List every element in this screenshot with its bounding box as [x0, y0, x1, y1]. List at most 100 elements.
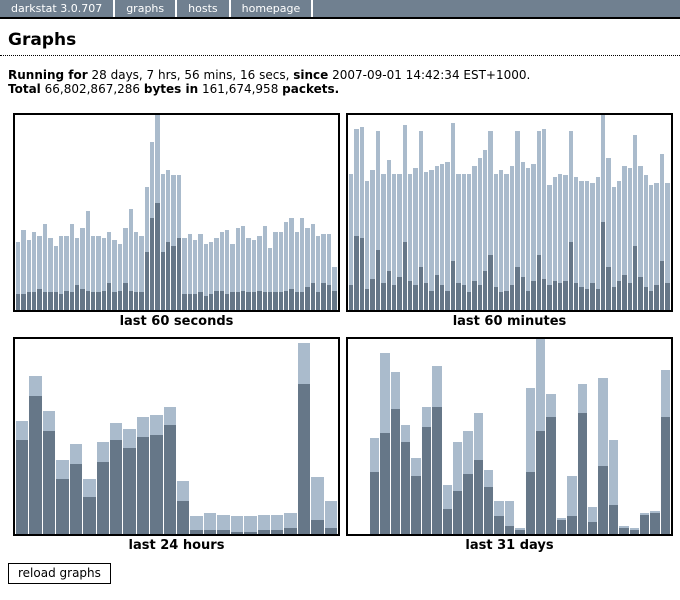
graph-frame-hours: [13, 337, 340, 536]
stacked-bar: [391, 115, 397, 310]
stacked-bar: [91, 115, 96, 310]
stacked-bar: [96, 339, 109, 534]
stacked-bar: [166, 115, 171, 310]
stacked-bar: [598, 339, 608, 534]
stacked-bar: [650, 339, 660, 534]
stacked-bar: [493, 115, 499, 310]
stacked-bar: [16, 115, 21, 310]
stacked-bar: [150, 339, 163, 534]
stacked-bar: [365, 115, 370, 310]
stacked-bar: [381, 115, 386, 310]
stacked-bar: [547, 115, 552, 310]
stacked-bar: [26, 115, 32, 310]
stacked-bar: [297, 339, 311, 534]
stacked-bar: [139, 115, 144, 310]
stacked-bar: [16, 339, 29, 534]
stacked-bar: [273, 115, 278, 310]
stacked-bar: [53, 115, 58, 310]
graph-caption-days: last 31 days: [465, 538, 554, 553]
stacked-bar: [633, 115, 638, 310]
stacked-bar: [616, 115, 622, 310]
stacked-bar: [85, 115, 91, 310]
stacked-bar: [622, 115, 627, 310]
stacked-bar: [289, 115, 294, 310]
stacked-bar: [525, 339, 536, 534]
nav-tab-homepage[interactable]: homepage: [231, 0, 314, 17]
stacked-bar: [584, 115, 590, 310]
stacked-bar: [595, 115, 600, 310]
stacked-bar: [407, 115, 413, 310]
stacked-bar: [192, 115, 198, 310]
bar-chart-days: [348, 339, 671, 534]
graph-frame-seconds: [13, 113, 340, 312]
stacked-bar: [558, 115, 563, 310]
stacked-bar: [369, 339, 380, 534]
bar-chart-minutes: [348, 115, 671, 310]
stacked-bar: [536, 339, 546, 534]
nav-tab-graphs[interactable]: graphs: [115, 0, 178, 17]
stacked-bar: [58, 115, 64, 310]
page-title: Graphs: [0, 30, 680, 56]
graph-last-24-hours: last 24 hours: [13, 337, 340, 554]
stacked-bar: [163, 339, 177, 534]
stacked-bar: [536, 115, 541, 310]
stacked-bar: [235, 115, 241, 310]
stacked-bar: [257, 115, 262, 310]
stacked-bar: [590, 115, 595, 310]
reload-graphs-button[interactable]: reload graphs: [8, 563, 111, 584]
stacked-bar: [515, 339, 525, 534]
stacked-bar: [463, 339, 473, 534]
graph-frame-days: [346, 337, 673, 536]
stacked-bar: [69, 339, 83, 534]
graph-caption-seconds: last 60 seconds: [119, 314, 234, 329]
stacked-bar: [283, 115, 289, 310]
stacked-bar: [397, 115, 402, 310]
stacked-bar: [198, 115, 203, 310]
stacked-bar: [429, 115, 434, 310]
stacked-bar: [316, 115, 321, 310]
stacked-bar: [390, 339, 400, 534]
stacked-bar: [32, 115, 37, 310]
stacked-bar: [660, 339, 671, 534]
stacked-bar: [452, 339, 463, 534]
stacked-bar: [208, 115, 214, 310]
stacked-bar: [600, 115, 606, 310]
stacked-bar: [332, 115, 337, 310]
graph-caption-hours: last 24 hours: [128, 538, 225, 553]
total-bytes-value: 66,802,867,286: [44, 82, 141, 96]
start-time-value: 2007-09-01 14:42:34 EST+1000.: [332, 68, 531, 82]
stacked-bar: [64, 115, 69, 310]
app-title: darkstat 3.0.707: [0, 0, 116, 17]
stacked-bar: [484, 339, 494, 534]
nav-tab-hosts[interactable]: hosts: [177, 0, 231, 17]
stacked-bar: [230, 115, 235, 310]
stacked-bar: [219, 115, 225, 310]
stacked-bar: [267, 115, 273, 310]
stacked-bar: [326, 115, 332, 310]
stacked-bar: [402, 115, 407, 310]
stacked-bar: [203, 339, 217, 534]
stacked-bar: [488, 115, 493, 310]
uptime-value: 28 days, 7 hrs, 56 mins, 16 secs,: [91, 68, 290, 82]
stacked-bar: [354, 115, 359, 310]
stacked-bar: [577, 339, 587, 534]
stacked-bar: [136, 339, 150, 534]
stacked-bar: [411, 339, 421, 534]
stacked-bar: [477, 115, 482, 310]
stacked-bar: [473, 339, 484, 534]
nav-filler: [313, 0, 680, 17]
stacked-bar: [190, 339, 203, 534]
stacked-bar: [434, 115, 440, 310]
stacked-bar: [375, 115, 381, 310]
stacked-bar: [418, 115, 424, 310]
stacked-bar: [310, 115, 316, 310]
stacked-bar: [556, 339, 567, 534]
stacked-bar: [424, 115, 429, 310]
graphs-grid: last 60 seconds last 60 minutes last 24 …: [13, 113, 673, 554]
stacked-bar: [29, 339, 42, 534]
stacked-bar: [380, 339, 390, 534]
stacked-bar: [109, 339, 123, 534]
stacked-bar: [665, 115, 670, 310]
stacked-bar: [144, 115, 149, 310]
stacked-bar: [440, 115, 445, 310]
